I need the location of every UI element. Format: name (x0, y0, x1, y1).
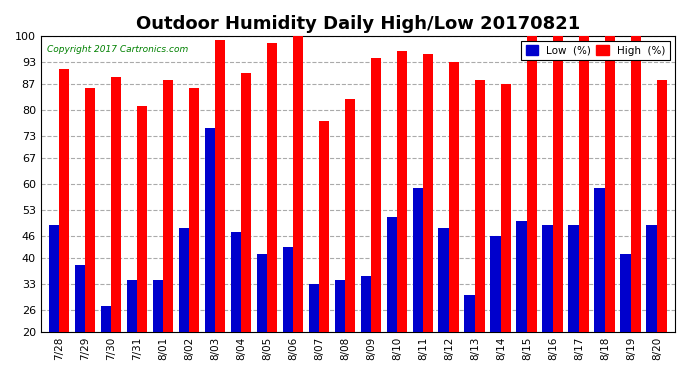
Bar (215, 40, 226, 332)
Bar (267, 44, 277, 332)
Bar (397, 51, 407, 332)
Bar (152, 280, 163, 332)
Text: Copyright 2017 Cartronics.com: Copyright 2017 Cartronics.com (47, 45, 188, 54)
Bar (491, 236, 501, 332)
Bar (553, 36, 563, 332)
Bar (101, 306, 111, 332)
Bar (657, 80, 667, 332)
Bar (620, 254, 631, 332)
Bar (257, 254, 267, 332)
Bar (371, 58, 382, 332)
Bar (111, 76, 121, 332)
Bar (49, 225, 59, 332)
Bar (361, 276, 371, 332)
Bar (308, 284, 319, 332)
Legend: Low  (%), High  (%): Low (%), High (%) (522, 41, 670, 60)
Bar (335, 280, 345, 332)
Bar (345, 99, 355, 332)
Bar (517, 221, 527, 332)
Bar (647, 225, 657, 332)
Bar (85, 88, 95, 332)
Bar (631, 36, 641, 332)
Bar (319, 121, 329, 332)
Bar (230, 232, 241, 332)
Bar (569, 225, 579, 332)
Bar (127, 280, 137, 332)
Bar (163, 80, 173, 332)
Bar (501, 84, 511, 332)
Bar (579, 36, 589, 332)
Bar (386, 217, 397, 332)
Bar (413, 188, 423, 332)
Bar (605, 36, 615, 332)
Bar (179, 228, 189, 332)
Bar (241, 73, 251, 332)
Title: Outdoor Humidity Daily High/Low 20170821: Outdoor Humidity Daily High/Low 20170821 (136, 15, 580, 33)
Bar (439, 228, 449, 332)
Bar (137, 106, 148, 332)
Bar (449, 62, 460, 332)
Bar (594, 188, 605, 332)
Bar (475, 80, 485, 332)
Bar (283, 247, 293, 332)
Bar (75, 265, 85, 332)
Bar (189, 88, 199, 332)
Bar (293, 36, 304, 332)
Bar (59, 69, 70, 332)
Bar (423, 54, 433, 332)
Bar (542, 225, 553, 332)
Bar (527, 36, 538, 332)
Bar (464, 295, 475, 332)
Bar (205, 128, 215, 332)
